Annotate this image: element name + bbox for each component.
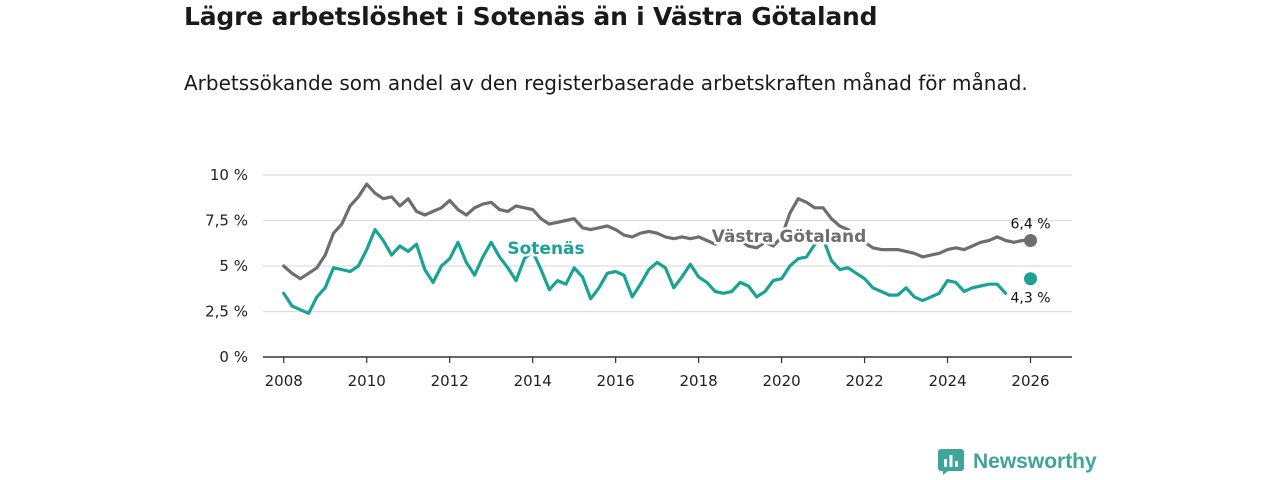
newsworthy-logo-icon [938, 449, 964, 475]
x-tick-label: 2016 [597, 372, 635, 390]
x-tick-label: 2012 [431, 372, 469, 390]
x-tick-label: 2008 [265, 372, 303, 390]
y-tick-label: 2,5 % [205, 303, 248, 321]
chart-title: Lägre arbetslöshet i Sotenäs än i Västra… [184, 2, 878, 31]
x-tick-label: 2020 [762, 372, 800, 390]
brand-name: Newsworthy [973, 450, 1097, 473]
end-marker-sotenas [1024, 272, 1038, 286]
x-tick-label: 2022 [845, 372, 883, 390]
brand-logo[interactable]: Newsworthy [938, 449, 1097, 475]
x-tick-label: 2018 [680, 372, 718, 390]
y-tick-label: 7,5 % [205, 212, 248, 230]
x-tick-label: 2010 [348, 372, 386, 390]
series-line-soten-s [282, 228, 1008, 315]
end-label-vastra-gotaland: 6,4 % [1010, 217, 1050, 233]
y-tick-label: 0 % [219, 348, 248, 366]
end-marker-vastra-gotaland [1024, 234, 1038, 248]
end-label-sotenas: 4,3 % [1010, 291, 1050, 307]
grid-lines [263, 174, 1072, 313]
chart-subtitle: Arbetssökande som andel av den registerb… [184, 71, 1028, 95]
x-tick-label: 2024 [928, 372, 966, 390]
series-line-v-stra-g-taland [282, 182, 1033, 281]
y-axis-labels: 0 % 2,5 % 5 % 7,5 % 10 % [205, 166, 248, 366]
y-tick-label: 5 % [219, 257, 248, 275]
y-tick-label: 10 % [210, 166, 248, 184]
x-tick-label: 2014 [514, 372, 552, 390]
series-label-sotenas: Sotenäs [507, 239, 584, 259]
series-lines [282, 182, 1033, 315]
series-labels: 6,4 % 4,3 % Västra Götaland Sotenäs [505, 217, 1052, 309]
series-label-vastra-gotaland: Västra Götaland [712, 227, 867, 247]
x-tick-label: 2026 [1011, 372, 1049, 390]
x-axis: 2008 2010 2012 2014 2016 2018 2020 2022 2024 2026 [263, 356, 1072, 390]
